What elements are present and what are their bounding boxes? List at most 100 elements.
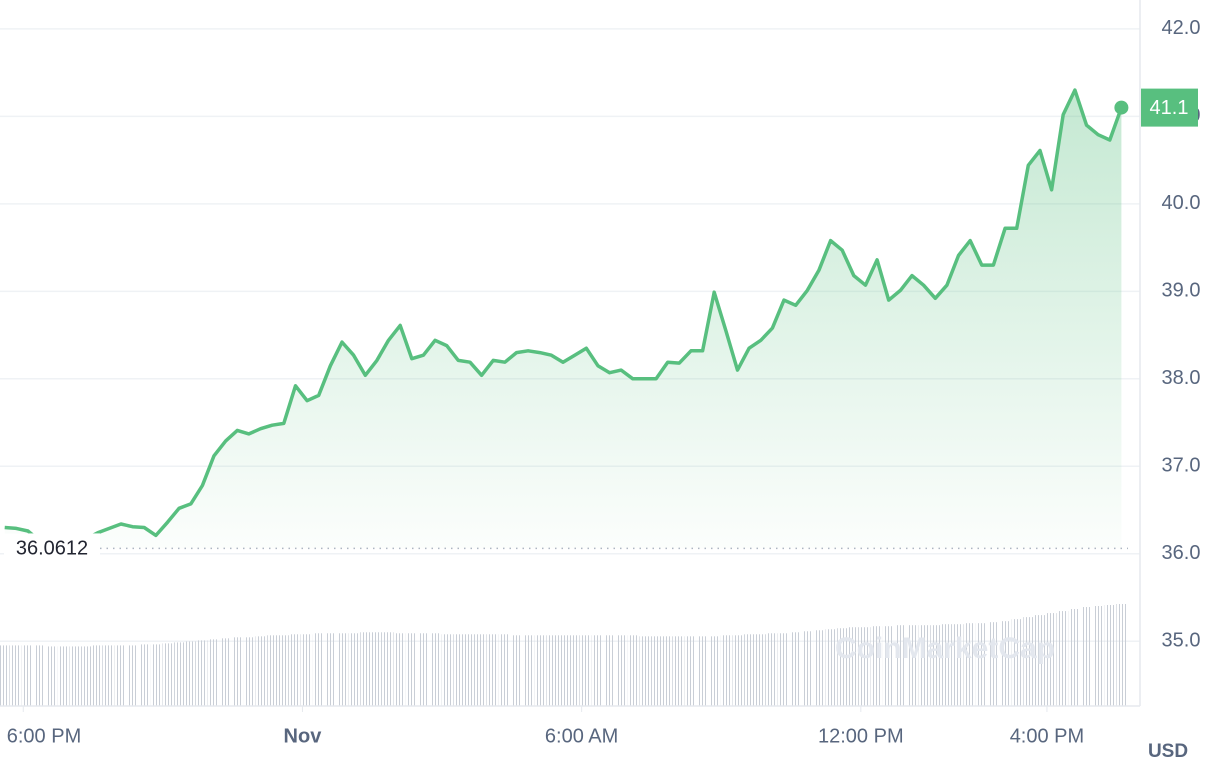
x-tick-label: 6:00 PM (7, 725, 81, 747)
volume-bar (895, 625, 906, 706)
y-tick-label: 37.0 (1162, 455, 1201, 477)
price-tag (1141, 88, 1198, 127)
volume-bar (395, 633, 406, 706)
volume-bar (616, 635, 627, 706)
y-tick-label: 35.0 (1162, 630, 1201, 652)
reference-label: 36.0612 (16, 538, 88, 560)
price-tag-label: 41.1 (1150, 97, 1189, 119)
volume-bar (1093, 606, 1104, 706)
volume-bar (162, 643, 173, 706)
volume-bar (872, 626, 883, 706)
volume-bar (569, 635, 580, 706)
volume-bar (150, 644, 161, 706)
volume-bar (523, 635, 534, 706)
volume-bar (220, 638, 231, 706)
volume-bar (267, 635, 278, 706)
volume-bar (651, 636, 662, 706)
volume-bar (697, 636, 708, 706)
volume-bar (592, 635, 603, 706)
volume-bar (1000, 621, 1011, 706)
volume-bar (627, 635, 638, 706)
volume-bar (0, 645, 10, 706)
volume-bar (662, 636, 673, 706)
volume-bar (22, 645, 33, 706)
last-point (1114, 100, 1129, 115)
volume-bar (511, 635, 522, 706)
volume-bar (430, 633, 441, 706)
volume-bar (104, 645, 115, 706)
volume-bar (418, 633, 429, 706)
volume-bar (755, 634, 766, 706)
volume-bar (464, 634, 475, 706)
volume-bar (34, 645, 45, 706)
volume-bar (383, 632, 394, 706)
volume-bar (825, 629, 836, 706)
volume-bar (1104, 605, 1115, 706)
volume-bar (290, 634, 301, 706)
price-area (4, 90, 1122, 549)
volume-bar (546, 635, 557, 706)
volume-bar (744, 634, 755, 706)
volume-bar (581, 635, 592, 706)
volume-bar (604, 635, 615, 706)
price-line (4, 88, 1124, 548)
y-tick-label: 39.0 (1162, 280, 1201, 302)
volume-bar (69, 646, 80, 706)
volume-bar (930, 625, 941, 706)
volume-bar (197, 640, 208, 706)
volume-bar (918, 625, 929, 706)
volume-bar (709, 636, 720, 706)
volume-bar (802, 631, 813, 706)
volume-bar (499, 634, 510, 706)
volume-bar (453, 634, 464, 706)
x-tick-label: Nov (284, 725, 323, 747)
y-tick-label: 42.0 (1162, 17, 1201, 39)
volume-bar (127, 645, 138, 706)
volume-bar (46, 646, 57, 706)
volume-bar (732, 635, 743, 706)
volume-bar (1023, 617, 1034, 706)
volume-bar (848, 627, 859, 706)
reference-label-bg (4, 533, 100, 560)
plot: 36.0612 (4, 88, 1129, 560)
y-tick-label: 38.0 (1162, 367, 1201, 389)
y-tick-label: 40.0 (1162, 192, 1201, 214)
volume-bar (941, 624, 952, 706)
volume-bar (1116, 604, 1127, 706)
volume-bar (92, 645, 103, 706)
volume-bar (139, 644, 150, 706)
volume-bar (674, 636, 685, 706)
volume-bar (337, 633, 347, 706)
volume-bar (441, 634, 452, 706)
x-tick-label: 6:00 AM (545, 725, 618, 747)
x-tick-label: 4:00 PM (1010, 725, 1084, 747)
volume-bar (406, 633, 417, 706)
volume-bar (813, 630, 824, 706)
unit-label: USD (1148, 741, 1188, 762)
volume-bar (360, 632, 371, 706)
volume-bar (255, 636, 266, 706)
volume-bar (348, 633, 359, 706)
volume-bar (558, 635, 569, 706)
volume-bar (371, 632, 382, 706)
volume-bar (313, 633, 324, 706)
volume-bar (685, 636, 696, 706)
volume-bar (790, 632, 801, 706)
volume-bar (243, 637, 254, 706)
volume-bar (488, 634, 499, 706)
volume-bar (1081, 607, 1092, 706)
volume-bar (988, 622, 999, 706)
volume-bar (1034, 615, 1045, 706)
volume-bar (57, 646, 68, 706)
volume-bar (907, 625, 917, 706)
volume-bar (115, 645, 126, 706)
volume-bar (965, 623, 976, 706)
y-tick-label: 36.0 (1162, 542, 1201, 564)
volume-bar (953, 624, 964, 706)
volume-bar (534, 635, 545, 706)
volume-bar (720, 635, 731, 706)
volume-bar (837, 628, 848, 706)
volume-bar (325, 633, 336, 706)
volume-bar (976, 623, 987, 706)
